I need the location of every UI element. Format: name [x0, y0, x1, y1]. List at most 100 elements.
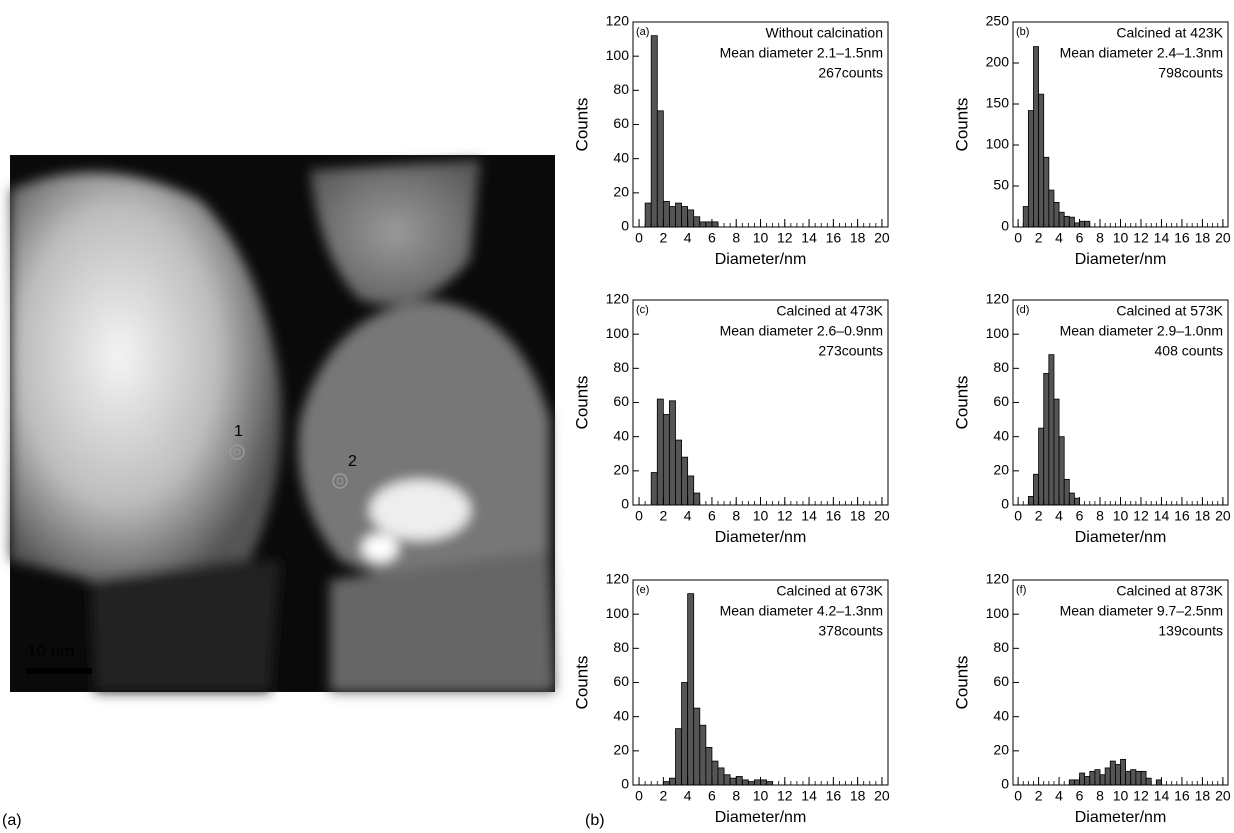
bar [675, 202, 682, 228]
bar [705, 747, 713, 786]
bar [662, 781, 670, 786]
x-axis-label: Diameter/nm [1075, 809, 1167, 826]
x-tick-label: 16 [826, 230, 842, 246]
x-tick-label: 12 [1133, 230, 1149, 246]
x-tick-label: 18 [850, 230, 866, 246]
x-tick-label: 18 [850, 508, 866, 524]
bar [1084, 220, 1091, 228]
x-tick-label: 8 [1096, 788, 1104, 804]
x-tick-label: 12 [1133, 788, 1149, 804]
y-tick-label: 60 [993, 393, 1009, 409]
bar [1058, 211, 1065, 228]
x-tick-label: 4 [684, 508, 692, 524]
x-tick-label: 0 [1014, 230, 1022, 246]
bar [669, 400, 676, 506]
x-tick-label: 0 [635, 788, 643, 804]
bar [681, 682, 689, 786]
x-tick-label: 12 [1133, 508, 1149, 524]
x-tick-label: 16 [826, 788, 842, 804]
y-tick-label: 60 [613, 393, 629, 409]
annotation: 273counts [818, 343, 883, 359]
bar [1125, 770, 1132, 786]
x-tick-label: 2 [659, 230, 667, 246]
axes-frame [1012, 299, 1229, 506]
x-tick-label: 4 [1055, 230, 1063, 246]
y-tick-label: 80 [993, 639, 1009, 655]
bar [1033, 46, 1039, 228]
y-tick-label: 40 [613, 427, 629, 443]
panel-letter: (b) [1016, 26, 1029, 38]
x-axis-label: Diameter/nm [715, 251, 807, 268]
x-tick-label: 14 [1154, 230, 1170, 246]
annotation: Calcined at 573K [1116, 303, 1223, 319]
y-tick-label: 60 [993, 673, 1009, 689]
x-tick-label: 0 [635, 508, 643, 524]
y-tick-label: 100 [986, 136, 1010, 152]
annotation: Mean diameter 2.6–0.9nm [720, 323, 883, 339]
x-tick-label: 18 [1195, 230, 1211, 246]
y-tick-label: 250 [986, 13, 1010, 29]
x-axis-label: Diameter/nm [715, 809, 807, 826]
bar [1074, 222, 1080, 228]
annotation: Mean diameter 2.9–1.0nm [1060, 323, 1223, 339]
bar [669, 777, 676, 786]
bar [1099, 774, 1106, 786]
y-tick-label: 20 [993, 462, 1009, 478]
x-tick-label: 14 [801, 230, 817, 246]
bar [1068, 216, 1075, 228]
y-axis-label: Counts [572, 98, 591, 152]
bar [687, 593, 695, 786]
bar [741, 779, 749, 786]
scale-bar-label: 10 nm [27, 641, 74, 660]
x-tick-label: 20 [1215, 508, 1231, 524]
bar [687, 209, 695, 228]
bar [711, 221, 719, 228]
x-tick-label: 16 [1174, 788, 1190, 804]
bar [1089, 770, 1096, 786]
bar [735, 776, 743, 786]
y-tick-label: 120 [986, 571, 1010, 587]
x-tick-label: 0 [635, 230, 643, 246]
x-axis-label: Diameter/nm [715, 529, 807, 546]
x-tick-label: 20 [874, 788, 890, 804]
bar [1130, 769, 1137, 786]
bar [644, 202, 652, 228]
x-tick-label: 10 [1113, 508, 1129, 524]
x-tick-label: 20 [874, 230, 890, 246]
bar [675, 728, 682, 786]
axes-frame [632, 21, 889, 228]
x-axis-label: Diameter/nm [1075, 529, 1167, 546]
x-tick-label: 14 [1154, 788, 1170, 804]
bar [662, 414, 670, 506]
y-axis-label: Counts [952, 376, 971, 430]
bar [1053, 201, 1060, 228]
bar [650, 35, 658, 228]
annotation: Mean diameter 2.4–1.3nm [1060, 45, 1223, 61]
x-tick-label: 2 [659, 788, 667, 804]
axes-frame [632, 579, 889, 786]
x-tick-label: 14 [1154, 508, 1170, 524]
x-tick-label: 4 [684, 230, 692, 246]
y-tick-label: 0 [621, 496, 629, 512]
y-tick-label: 0 [621, 218, 629, 234]
bar [1043, 373, 1050, 506]
x-tick-label: 10 [1113, 788, 1129, 804]
x-tick-label: 8 [1096, 508, 1104, 524]
bar [1033, 473, 1039, 506]
x-tick-label: 8 [732, 788, 740, 804]
x-tick-label: 18 [1195, 788, 1211, 804]
x-tick-label: 0 [1014, 508, 1022, 524]
panel-letter: (c) [636, 304, 649, 316]
panel-letter: (a) [636, 26, 649, 38]
bar [693, 707, 701, 786]
y-axis-label: Counts [572, 376, 591, 430]
x-tick-label: 20 [874, 508, 890, 524]
y-tick-label: 120 [606, 13, 630, 29]
bar [1120, 758, 1127, 786]
y-tick-label: 0 [621, 776, 629, 792]
panel-letter: (f) [1016, 584, 1026, 596]
bar [747, 781, 755, 786]
x-axis-label: Diameter/nm [1075, 251, 1167, 268]
y-axis-label: Counts [952, 656, 971, 710]
bar [669, 206, 676, 228]
